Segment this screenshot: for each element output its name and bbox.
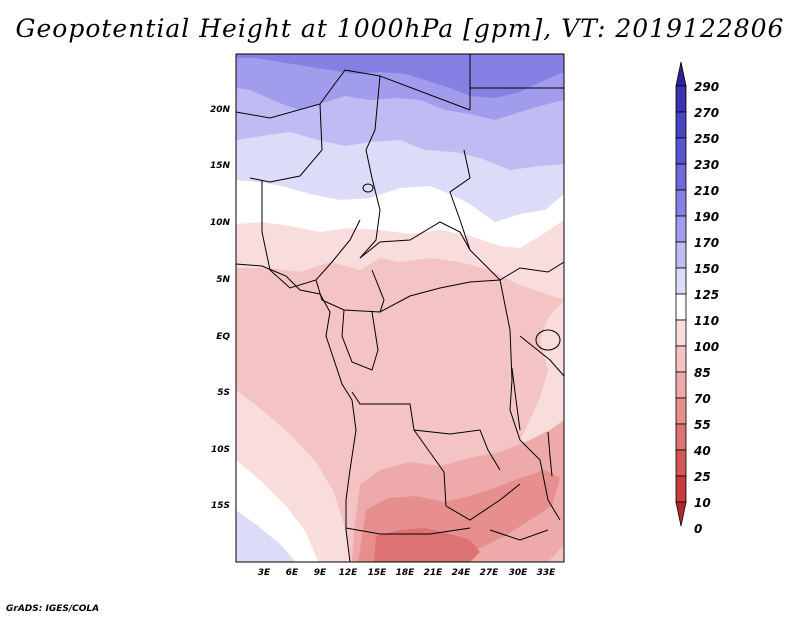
lake-chad — [362, 183, 374, 193]
lon-label-15e: 15E — [367, 568, 387, 578]
lon-label-12e: 12E — [338, 568, 358, 578]
lake-malawi — [547, 431, 553, 477]
border-chad-car — [359, 221, 471, 259]
border-libya-chad — [236, 69, 471, 119]
lon-label-33e: 33E — [536, 568, 556, 578]
lat-label-5n: 5N — [216, 275, 230, 285]
colorbar-label-100: 100 — [694, 340, 720, 354]
colorbar-label-125: 125 — [694, 288, 720, 302]
colorbar-label-85: 85 — [694, 366, 711, 380]
field-190-210 — [236, 54, 564, 98]
border-car-drc — [379, 279, 501, 313]
grads-credit: GrADS: IGES/COLA — [6, 604, 100, 614]
colorbar-swatch-210 — [675, 163, 687, 191]
colorbar-label-110: 110 — [694, 314, 720, 328]
colorbar-swatch-85 — [675, 345, 687, 373]
colorbar — [675, 61, 687, 527]
border-nigeria — [261, 180, 361, 289]
map-frame — [235, 53, 565, 563]
lat-label-15s: 15S — [210, 501, 230, 511]
colorbar-swatch-100 — [675, 319, 687, 347]
lat-label-10s: 10S — [210, 445, 230, 455]
colorbar-bottom-arrow — [675, 501, 687, 527]
lon-label-24e: 24E — [451, 568, 471, 578]
colorbar-label-290: 290 — [694, 80, 720, 94]
colorbar-label-0: 0 — [694, 522, 703, 536]
colorbar-swatch-25 — [675, 449, 687, 477]
colorbar-label-270: 270 — [694, 106, 720, 120]
lakes — [362, 183, 561, 477]
colorbar-label-10: 10 — [694, 496, 711, 510]
border-egypt-sudan — [469, 54, 564, 110]
lon-label-6e: 6E — [285, 568, 299, 578]
border-angola-namibia — [345, 527, 471, 535]
lake-tanganyika — [511, 367, 521, 431]
colorbar-label-230: 230 — [694, 158, 720, 172]
border-niger-chad — [249, 103, 323, 183]
border-zimbabwe — [489, 529, 549, 541]
colorbar-label-25: 25 — [694, 470, 711, 484]
colorbar-label-40: 40 — [694, 444, 711, 458]
colorbar-label-190: 190 — [694, 210, 720, 224]
field-40-55 — [374, 528, 480, 562]
border-congo — [341, 309, 379, 371]
colorbar-swatch-190 — [675, 189, 687, 217]
border-sudan-ethiopia — [449, 149, 564, 281]
colorbar-swatch-40 — [675, 423, 687, 451]
lon-label-30e: 30E — [508, 568, 528, 578]
lat-label-5s: 5S — [217, 388, 230, 398]
lat-label-eq: EQ — [216, 332, 230, 342]
lon-label-21e: 21E — [423, 568, 443, 578]
map-title: Geopotential Height at 1000hPa [gpm], VT… — [15, 14, 785, 43]
colorbar-label-250: 250 — [694, 132, 720, 146]
lat-label-15n: 15N — [209, 161, 230, 171]
colorbar-swatch-70 — [675, 371, 687, 399]
lon-label-18e: 18E — [395, 568, 415, 578]
lat-label-10n: 10N — [209, 218, 230, 228]
colorbar-swatch-10 — [675, 475, 687, 503]
colorbar-swatch-270 — [675, 85, 687, 113]
lon-label-27e: 27E — [479, 568, 499, 578]
field-125-150-sw — [236, 510, 296, 562]
colorbar-swatch-230 — [675, 137, 687, 165]
coastline — [235, 263, 357, 563]
border-kenya-tanzania — [519, 335, 564, 377]
country-borders — [236, 54, 564, 541]
colorbar-swatch-250 — [675, 111, 687, 139]
height-field — [236, 54, 564, 562]
colorbar-label-170: 170 — [694, 236, 720, 250]
colorbar-swatch-170 — [675, 215, 687, 243]
border-drc-angola — [351, 391, 501, 471]
colorbar-label-210: 210 — [694, 184, 720, 198]
colorbar-swatch-55 — [675, 397, 687, 425]
lon-label-9e: 9E — [313, 568, 327, 578]
colorbar-label-70: 70 — [694, 392, 711, 406]
lat-label-20n: 20N — [209, 105, 230, 115]
lon-label-3e: 3E — [257, 568, 271, 578]
border-east-lakes — [499, 279, 561, 521]
border-chad-sudan — [359, 75, 381, 259]
colorbar-label-150: 150 — [694, 262, 720, 276]
border-angola-zambia — [413, 429, 521, 521]
colorbar-swatch-110 — [675, 293, 687, 321]
lake-victoria — [535, 329, 561, 351]
colorbar-swatch-125 — [675, 267, 687, 295]
colorbar-top-arrow — [675, 61, 687, 87]
colorbar-label-55: 55 — [694, 418, 711, 432]
colorbar-swatch-150 — [675, 241, 687, 269]
